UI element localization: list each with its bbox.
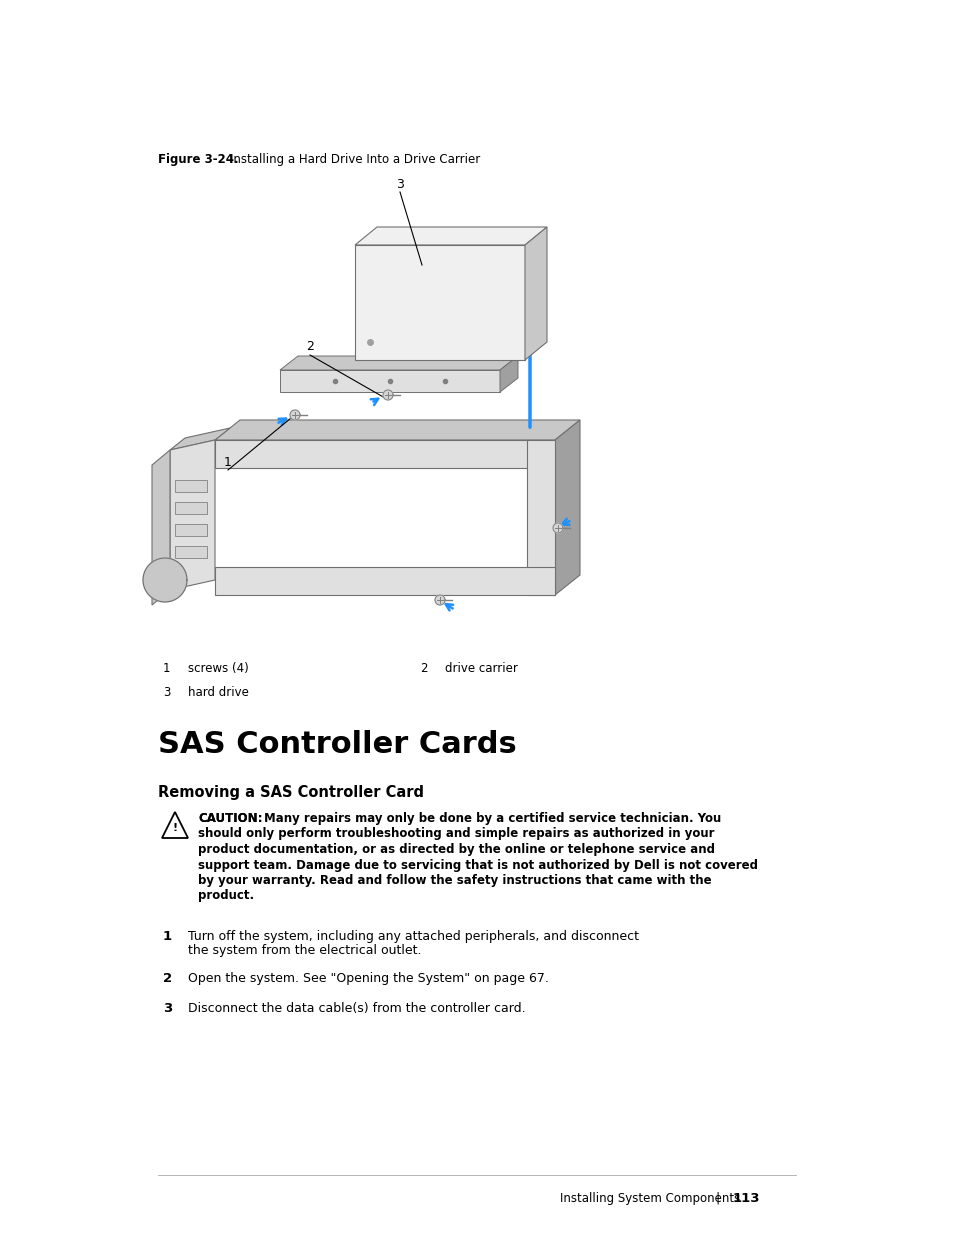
Text: 1: 1 [163, 930, 172, 944]
Polygon shape [524, 227, 546, 359]
Polygon shape [280, 356, 517, 370]
Polygon shape [290, 410, 299, 420]
Text: Installing System Components: Installing System Components [559, 1192, 740, 1205]
Polygon shape [170, 440, 214, 590]
Polygon shape [526, 440, 555, 595]
Text: 3: 3 [395, 178, 403, 190]
Text: Figure 3-24.: Figure 3-24. [158, 153, 238, 165]
Polygon shape [174, 546, 207, 558]
Text: 3: 3 [163, 1002, 172, 1015]
Text: should only perform troubleshooting and simple repairs as authorized in your: should only perform troubleshooting and … [198, 827, 714, 841]
Text: 1: 1 [224, 456, 232, 468]
Text: 2: 2 [306, 341, 314, 353]
Polygon shape [174, 524, 207, 536]
Polygon shape [499, 356, 517, 391]
Polygon shape [280, 370, 499, 391]
Polygon shape [143, 558, 187, 601]
Text: support team. Damage due to servicing that is not authorized by Dell is not cove: support team. Damage due to servicing th… [198, 858, 758, 872]
Text: the system from the electrical outlet.: the system from the electrical outlet. [188, 944, 421, 957]
Text: CAUTION:: CAUTION: [198, 811, 262, 825]
Text: screws (4): screws (4) [188, 662, 249, 676]
Text: Open the system. See "Opening the System" on page 67.: Open the system. See "Opening the System… [188, 972, 548, 986]
Text: drive carrier: drive carrier [444, 662, 517, 676]
Text: hard drive: hard drive [188, 685, 249, 699]
Text: CAUTION:: CAUTION: [198, 811, 262, 825]
Polygon shape [355, 245, 524, 359]
Text: 2: 2 [163, 972, 172, 986]
Text: 113: 113 [732, 1192, 760, 1205]
Polygon shape [382, 390, 393, 400]
Polygon shape [214, 420, 579, 440]
Text: product documentation, or as directed by the online or telephone service and: product documentation, or as directed by… [198, 844, 714, 856]
Text: Removing a SAS Controller Card: Removing a SAS Controller Card [158, 785, 423, 800]
Text: !: ! [172, 823, 177, 832]
Text: SAS Controller Cards: SAS Controller Cards [158, 730, 517, 760]
Polygon shape [555, 420, 579, 595]
Text: 1: 1 [163, 662, 171, 676]
Text: 3: 3 [163, 685, 171, 699]
Text: |: | [715, 1192, 720, 1205]
Text: Installing a Hard Drive Into a Drive Carrier: Installing a Hard Drive Into a Drive Car… [230, 153, 479, 165]
Polygon shape [152, 450, 170, 605]
Text: Many repairs may only be done by a certified service technician. You: Many repairs may only be done by a certi… [264, 811, 720, 825]
Text: Disconnect the data cable(s) from the controller card.: Disconnect the data cable(s) from the co… [188, 1002, 525, 1015]
Text: product.: product. [198, 889, 253, 903]
Polygon shape [162, 811, 188, 839]
Text: Turn off the system, including any attached peripherals, and disconnect: Turn off the system, including any attac… [188, 930, 639, 944]
Polygon shape [355, 227, 546, 245]
Polygon shape [435, 595, 444, 605]
Polygon shape [553, 522, 562, 534]
Polygon shape [214, 567, 555, 595]
Text: 2: 2 [419, 662, 427, 676]
Text: by your warranty. Read and follow the safety instructions that came with the: by your warranty. Read and follow the sa… [198, 874, 711, 887]
Polygon shape [174, 501, 207, 514]
Polygon shape [214, 440, 555, 468]
Polygon shape [174, 480, 207, 492]
Polygon shape [170, 429, 230, 450]
